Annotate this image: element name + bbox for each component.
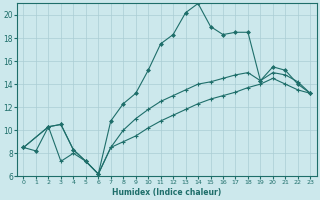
X-axis label: Humidex (Indice chaleur): Humidex (Indice chaleur): [112, 188, 221, 197]
